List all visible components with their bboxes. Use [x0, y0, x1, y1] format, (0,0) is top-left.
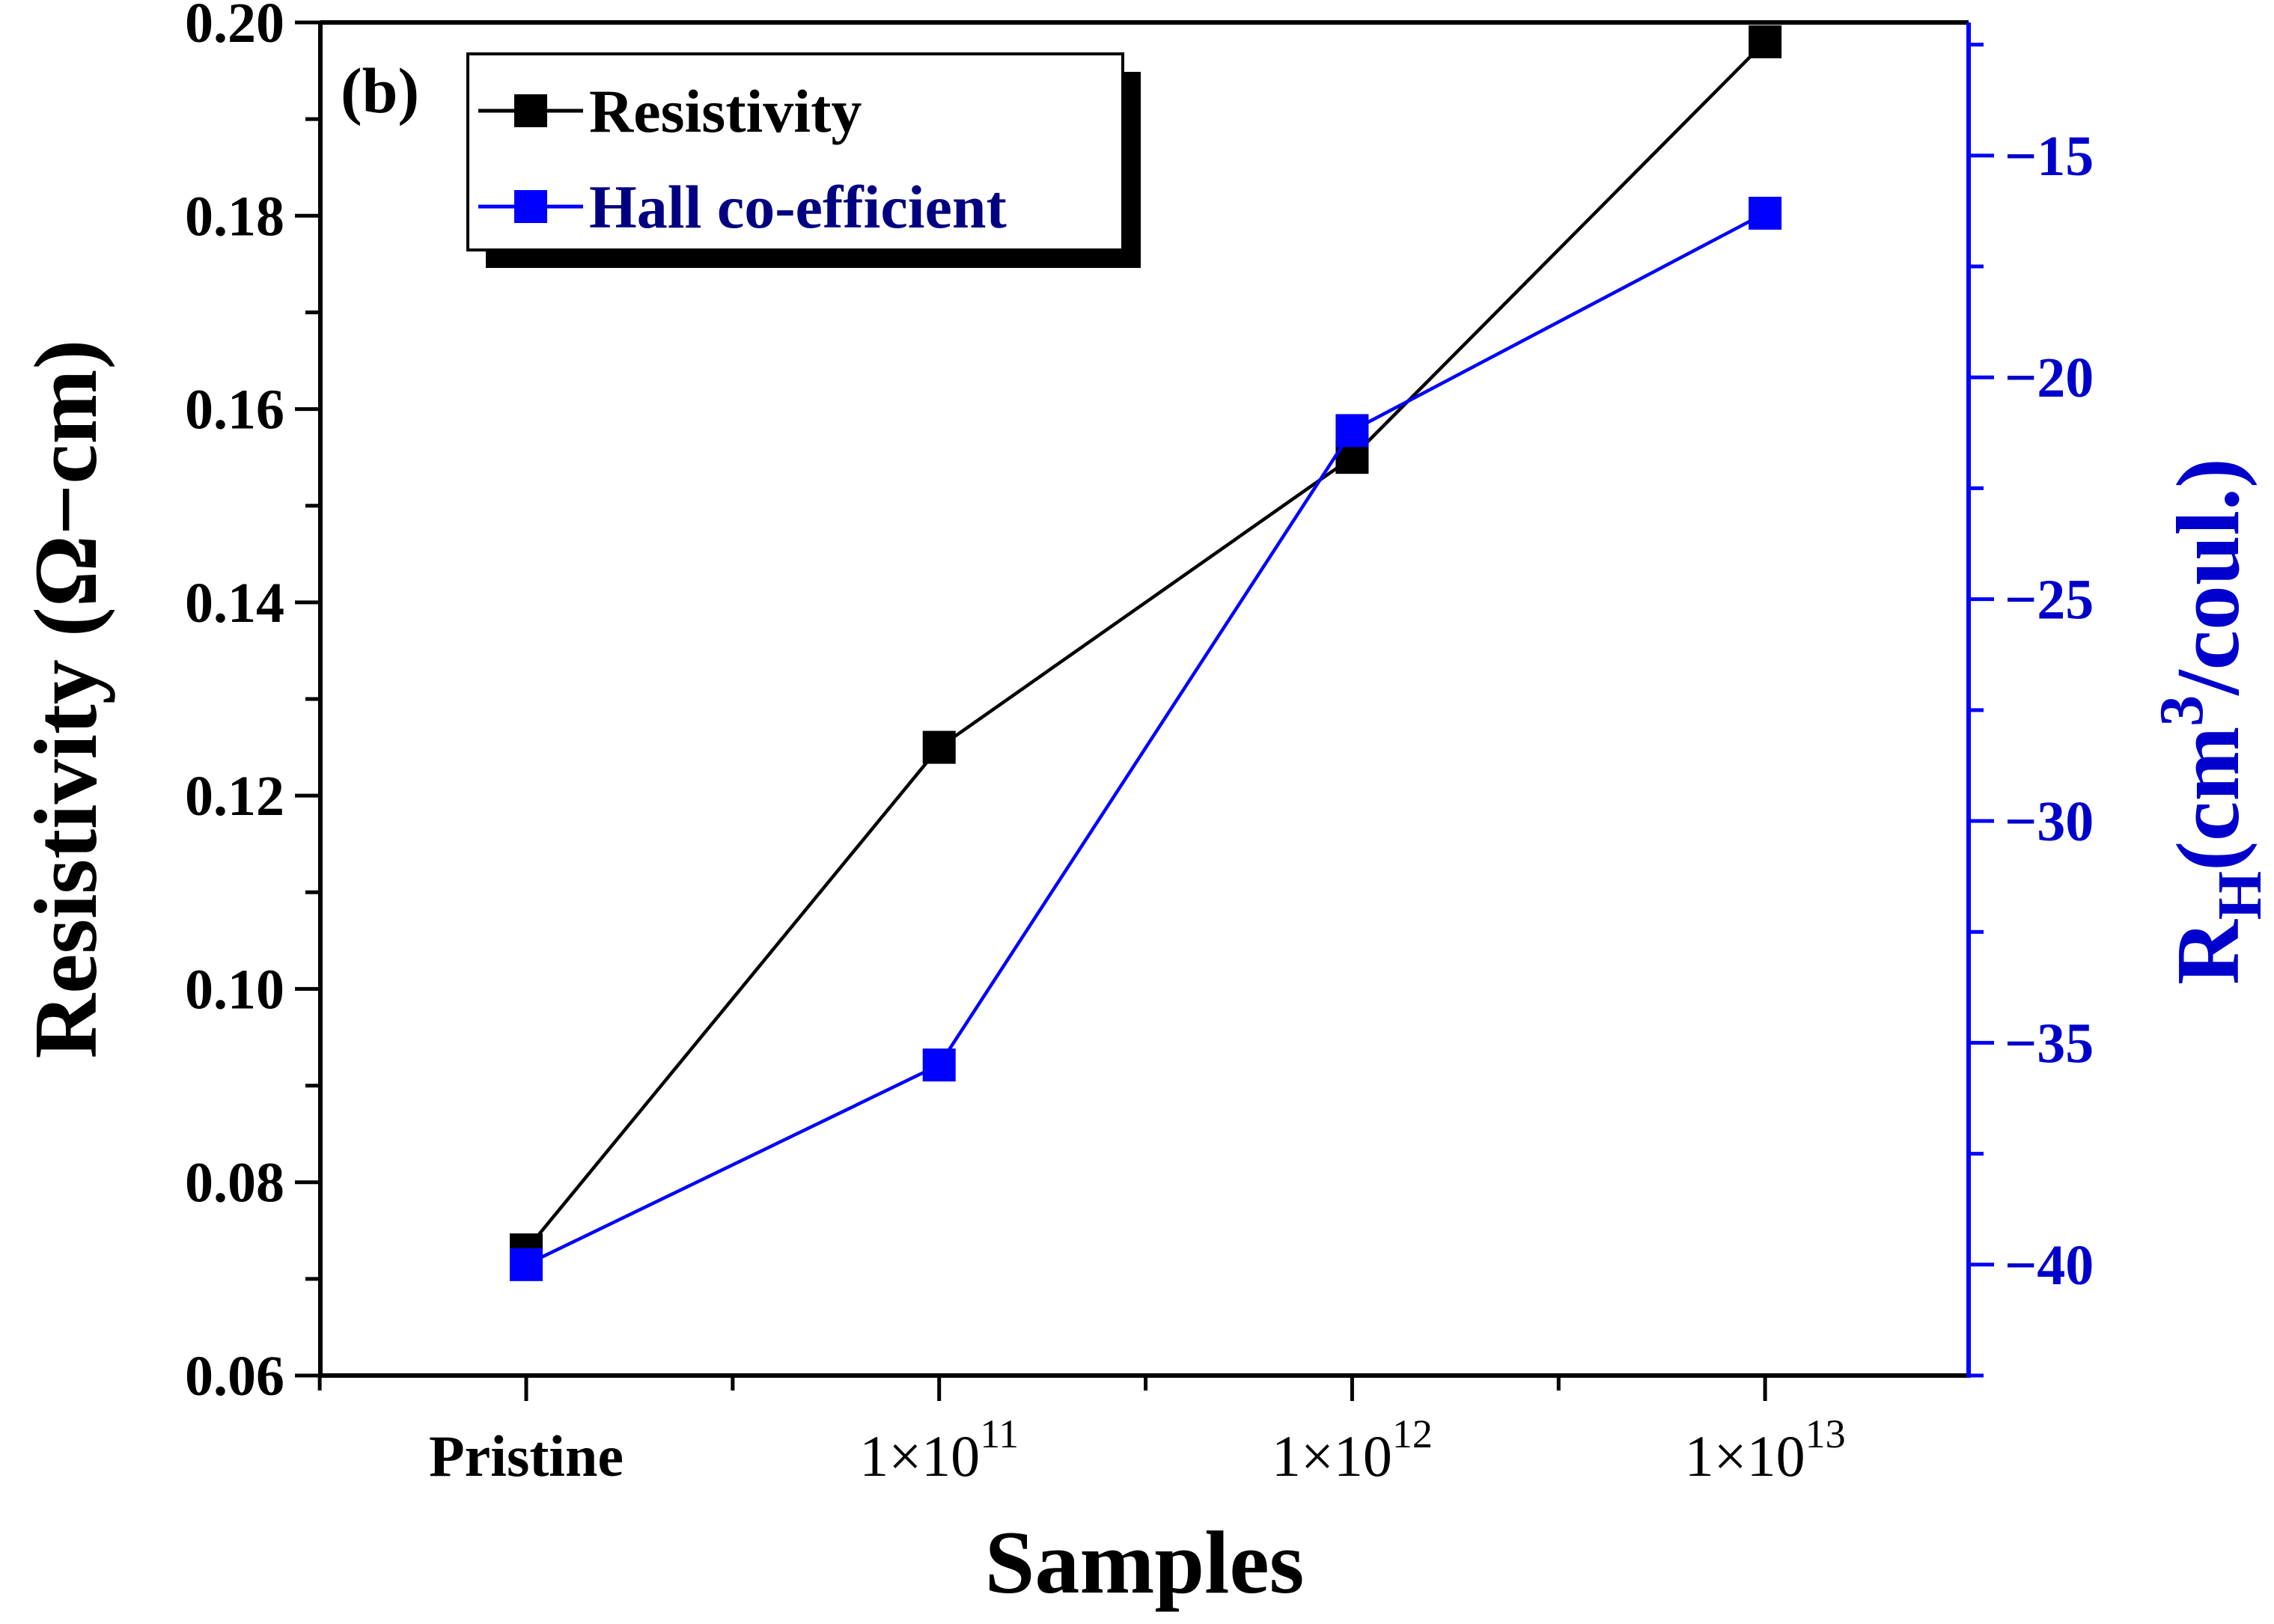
right-tick-label: −40 — [2005, 1234, 2094, 1297]
left-tick-label: 0.08 — [185, 1152, 284, 1215]
x-tick-label: Pristine — [429, 1423, 624, 1489]
left-tick-label: 0.20 — [185, 0, 284, 55]
legend-label-1: Hall co-efficient — [589, 173, 1007, 241]
left-tick-label: 0.10 — [185, 958, 284, 1021]
data-point-resistivity — [1749, 25, 1782, 58]
series-line-resistivity — [525, 40, 1767, 1251]
legend-label-0: Resistivity — [589, 77, 862, 145]
data-point-hall-co-efficient — [1749, 196, 1782, 230]
data-point-hall-co-efficient — [922, 1048, 956, 1082]
legend-marker-1 — [514, 190, 547, 223]
left-tick-label: 0.16 — [185, 379, 284, 442]
left-tick-label: 0.06 — [185, 1345, 284, 1408]
left-tick-label: 0.12 — [185, 765, 284, 828]
data-point-hall-co-efficient — [1335, 414, 1369, 448]
right-tick-label: −20 — [2005, 347, 2094, 409]
x-tick-label: 1×1011 — [859, 1411, 1019, 1489]
x-axis-title: Samples — [985, 1512, 1305, 1612]
x-tick-label: 1×1013 — [1685, 1411, 1846, 1489]
right-tick-label: −15 — [2005, 125, 2094, 188]
legend-box — [466, 52, 1124, 251]
left-axis-title: Resistivity (Ω−cm) — [16, 340, 115, 1059]
legend-marker-0 — [514, 94, 547, 127]
data-point-resistivity — [922, 730, 956, 764]
right-tick-label: −35 — [2005, 1012, 2094, 1075]
x-tick-label: 1×1012 — [1272, 1411, 1433, 1489]
right-tick-label: −30 — [2005, 790, 2094, 853]
left-tick-label: 0.18 — [185, 185, 284, 248]
data-point-hall-co-efficient — [510, 1248, 543, 1281]
right-tick-label: −25 — [2005, 569, 2094, 632]
panel-label: (b) — [341, 55, 419, 126]
left-tick-label: 0.14 — [185, 572, 284, 635]
right-axis-title: RH(cm3/coul.) — [2147, 458, 2274, 985]
series-line-hall-co-efficient — [525, 211, 1767, 1266]
